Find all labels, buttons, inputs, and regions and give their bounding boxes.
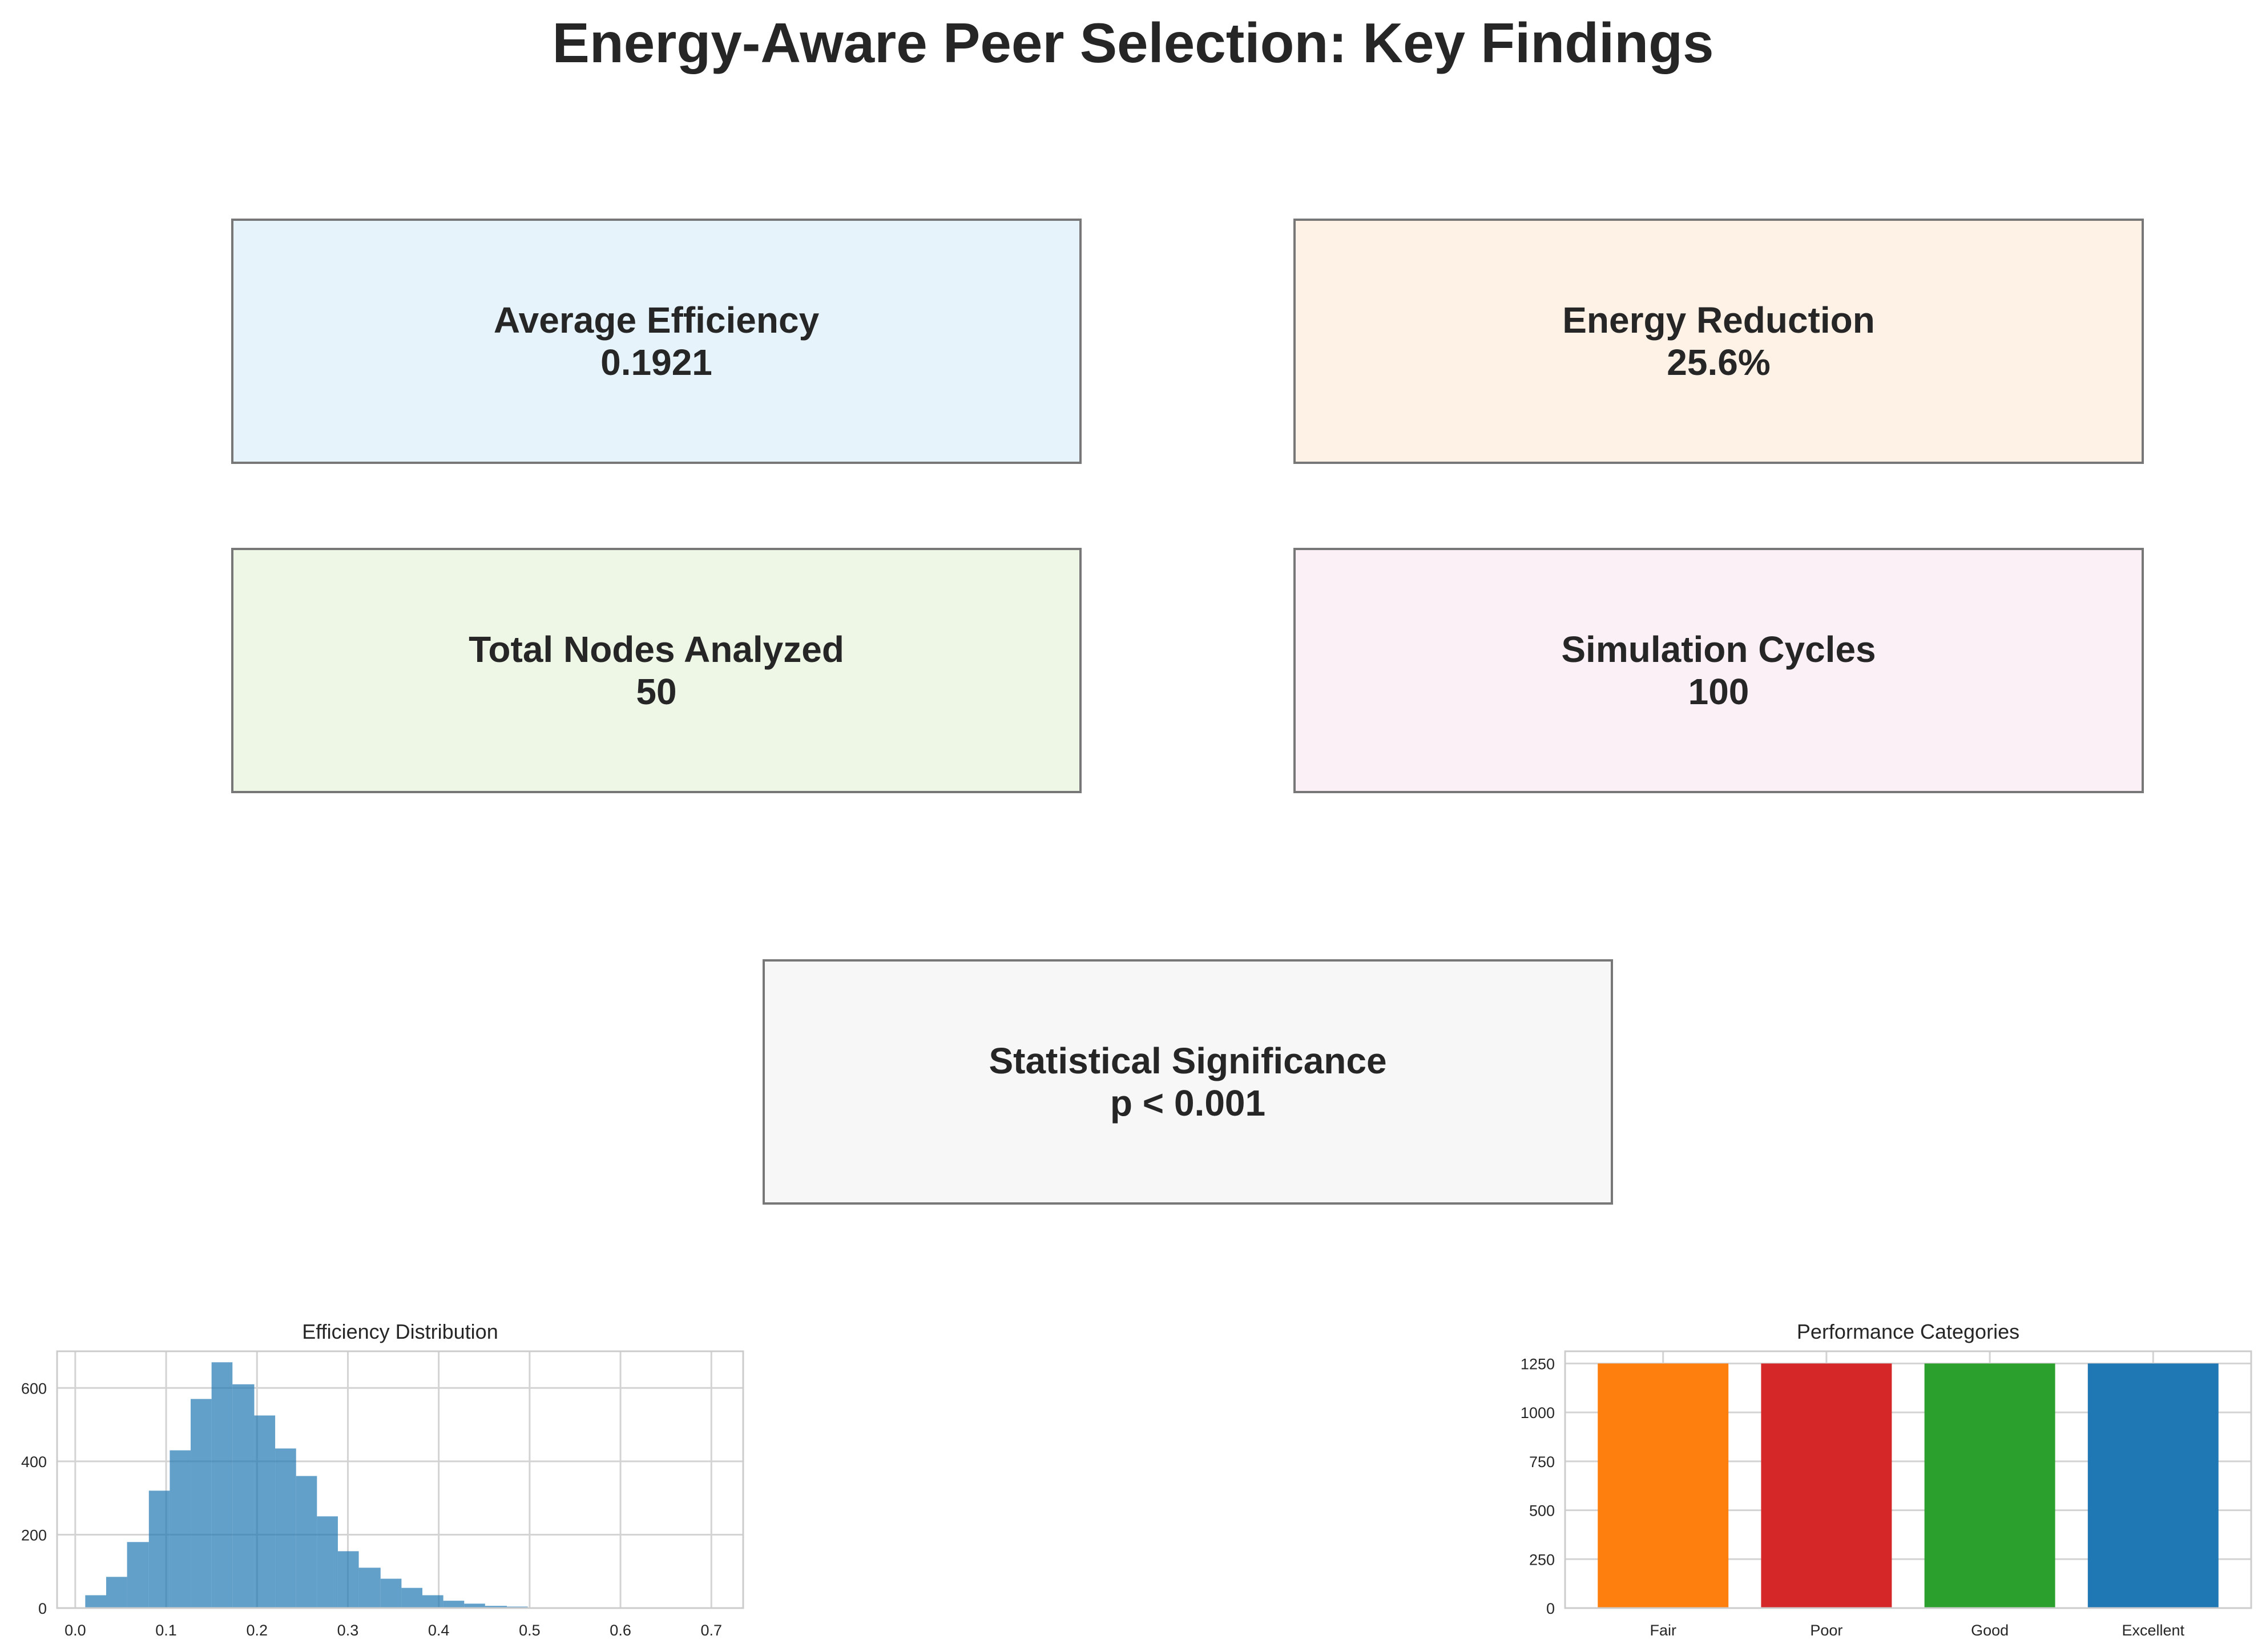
- histogram-y-tick-label: 600: [21, 1380, 47, 1397]
- histogram-x-tick-label: 0.5: [519, 1622, 541, 1639]
- category-y-tick-label: 0: [1546, 1600, 1555, 1617]
- histogram-y-tick-label: 0: [38, 1600, 47, 1617]
- histogram-bar: [148, 1491, 170, 1608]
- histogram-y-tick-label: 400: [21, 1453, 47, 1471]
- category-x-tick-label: Excellent: [2122, 1622, 2185, 1639]
- histogram-bar: [85, 1595, 106, 1608]
- statistical-significance-card: Statistical Significance p < 0.001: [763, 959, 1613, 1205]
- category-bar: [1924, 1363, 2055, 1608]
- category-y-tick-label: 250: [1529, 1551, 1555, 1568]
- histogram-bar: [254, 1415, 276, 1608]
- category-x-tick-label: Poor: [1810, 1622, 1842, 1639]
- histogram-bar: [401, 1588, 423, 1608]
- histogram-bar: [106, 1577, 127, 1608]
- histogram-bar: [380, 1578, 402, 1608]
- card-value: p < 0.001: [1110, 1083, 1266, 1124]
- category-bar: [1761, 1363, 1892, 1608]
- category-y-tick-label: 500: [1529, 1502, 1555, 1520]
- card-value: 25.6%: [1667, 342, 1771, 383]
- histogram-bar: [422, 1595, 443, 1608]
- category-bar: [1598, 1363, 1729, 1608]
- histogram-bar: [127, 1542, 149, 1608]
- card-value: 0.1921: [600, 342, 712, 383]
- category-y-tick-label: 1000: [1521, 1404, 1555, 1421]
- histogram-bar: [275, 1448, 296, 1608]
- histogram-x-tick-label: 0.6: [610, 1622, 631, 1639]
- category-x-tick-label: Fair: [1650, 1622, 1676, 1639]
- histogram-bar: [191, 1399, 212, 1608]
- histogram-bar: [358, 1568, 381, 1608]
- histogram-x-tick-label: 0.4: [428, 1622, 450, 1639]
- category-frame: [1564, 1350, 2252, 1609]
- histogram-x-tick-label: 0.7: [701, 1622, 723, 1639]
- category-y-tick-label: 1250: [1521, 1355, 1555, 1372]
- histogram-x-tick-label: 0.2: [246, 1622, 268, 1639]
- card-label: Statistical Significance: [989, 1040, 1387, 1081]
- average-efficiency-card: Average Efficiency 0.1921: [231, 219, 1082, 464]
- simulation-cycles-card: Simulation Cycles 100: [1293, 548, 2144, 793]
- histogram-title: Efficiency Distribution: [302, 1320, 498, 1343]
- histogram-chart: 0.0 0.1 0.2 0.3 0.4 0.5 0.6 0.7 0 200 400 600 Effici…: [21, 1320, 744, 1639]
- category-y-tick-label: 750: [1529, 1453, 1555, 1471]
- card-label: Total Nodes Analyzed: [469, 629, 844, 670]
- histogram-bar: [211, 1362, 233, 1608]
- category-chart-title: Performance Categories: [1797, 1320, 2019, 1343]
- histogram-bar: [337, 1551, 359, 1608]
- histogram-x-tick-label: 0.1: [155, 1622, 177, 1639]
- card-value: 100: [1688, 671, 1749, 712]
- histogram-bar: [296, 1476, 317, 1608]
- histogram-bar: [232, 1384, 255, 1608]
- histogram-bar: [443, 1601, 465, 1608]
- histogram-bar: [485, 1606, 507, 1608]
- total-nodes-card: Total Nodes Analyzed 50: [231, 548, 1082, 793]
- card-label: Average Efficiency: [493, 300, 820, 341]
- performance-categories-chart: Fair Poor Good Excellent 0 250 500 750 1000 1250 P…: [1521, 1320, 2252, 1639]
- histogram-bar: [464, 1603, 485, 1608]
- histogram-x-tick-label: 0.3: [337, 1622, 359, 1639]
- page-title: Energy-Aware Peer Selection: Key Finding…: [552, 11, 1714, 74]
- histogram-bar: [170, 1450, 191, 1608]
- energy-reduction-card: Energy Reduction 25.6%: [1293, 219, 2144, 464]
- histogram-x-tick-label: 0.0: [64, 1622, 86, 1639]
- card-label: Simulation Cycles: [1561, 629, 1876, 670]
- category-bar: [2087, 1363, 2219, 1608]
- card-value: 50: [636, 671, 677, 712]
- histogram-y-tick-label: 200: [21, 1526, 47, 1544]
- histogram-bar: [317, 1516, 338, 1608]
- card-label: Energy Reduction: [1562, 300, 1875, 341]
- histogram-frame: [56, 1350, 744, 1609]
- category-x-tick-label: Good: [1971, 1622, 2009, 1639]
